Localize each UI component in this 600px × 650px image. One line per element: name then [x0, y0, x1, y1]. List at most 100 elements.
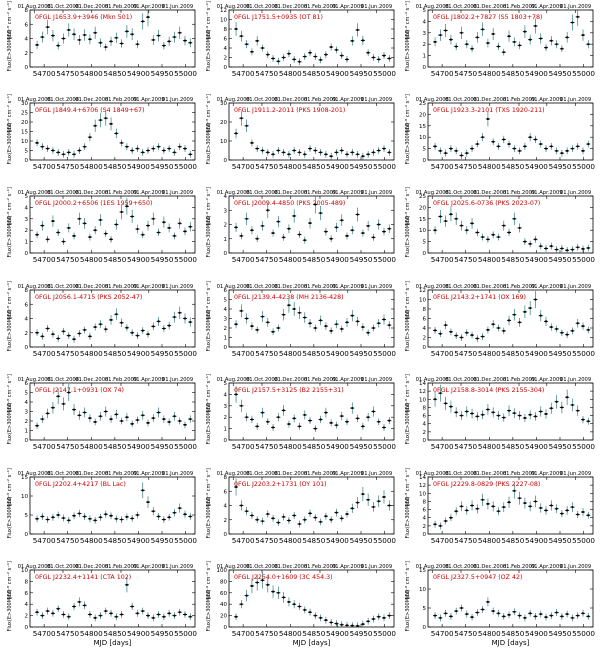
y-tick-label: 4 — [423, 326, 427, 332]
data-point — [162, 149, 165, 152]
data-point — [529, 306, 532, 310]
plot-frame — [228, 382, 395, 441]
data-point — [146, 500, 150, 504]
x-tick-label: 54750 — [255, 255, 278, 264]
top-date-label: 01.Feb.2009 — [304, 471, 336, 477]
top-date-label: 01.Aug.2008 — [18, 377, 51, 383]
data-point — [131, 422, 134, 425]
y-tick-label: 4 — [224, 194, 228, 200]
data-point — [507, 35, 511, 38]
x-tick-label: 54750 — [255, 349, 278, 358]
data-point — [35, 424, 39, 427]
data-point — [502, 615, 505, 618]
top-date-label: 01.Oct.2008 — [246, 190, 278, 196]
x-tick-label: 54700 — [33, 255, 56, 264]
top-date-label: 01.Feb.2009 — [503, 97, 535, 103]
data-point — [550, 407, 553, 410]
x-tick-label: 55000 — [572, 69, 595, 78]
x-tick-label: 54850 — [501, 536, 524, 545]
data-point — [308, 147, 312, 150]
x-tick-label: 54850 — [103, 442, 126, 451]
y-tick-label: 1 — [224, 237, 228, 243]
data-point — [388, 227, 391, 230]
y-tick-label: 5 — [25, 194, 29, 200]
top-date-label: 01.Jun.2009 — [162, 471, 193, 477]
data-point — [576, 322, 579, 325]
top-date-label: 01.Feb.2009 — [105, 471, 137, 477]
data-point — [571, 147, 574, 150]
data-point — [62, 402, 65, 405]
y-tick-label: 6 — [423, 414, 427, 420]
x-tick-label: 54900 — [525, 255, 548, 264]
data-point — [189, 320, 192, 324]
data-point — [460, 606, 463, 610]
y-axis-label: Flux(E>300MeV) — [405, 309, 411, 351]
y-tick-label: 0 — [25, 625, 29, 631]
y-tick-label: 2 — [224, 326, 228, 332]
data-point — [120, 141, 123, 144]
data-point — [178, 222, 181, 225]
data-point — [62, 153, 65, 156]
y-tick-label: 30 — [220, 101, 227, 107]
top-date-label: 01.Aug.2008 — [416, 97, 449, 103]
data-point — [314, 516, 317, 519]
x-tick-label: 54750 — [56, 255, 79, 264]
top-date-label: 01.Apr.2009 — [531, 471, 563, 477]
x-tick-label: 54750 — [56, 536, 79, 545]
data-point — [449, 213, 453, 216]
x-tick-label: 55000 — [572, 536, 595, 545]
top-date-label: 01.Jun.2009 — [361, 471, 392, 477]
data-point — [293, 603, 296, 606]
data-point — [152, 616, 155, 619]
top-date-label: 01.Apr.2009 — [133, 97, 165, 103]
x-tick-label: 54800 — [80, 69, 103, 78]
data-point — [555, 149, 558, 152]
data-point — [481, 413, 484, 416]
data-point — [486, 502, 490, 505]
y-tick-label: 12 — [419, 483, 426, 489]
data-point — [486, 238, 490, 241]
y-tick-label: 2 — [423, 430, 427, 436]
data-point — [544, 320, 548, 323]
data-point — [314, 326, 317, 330]
data-point — [240, 404, 243, 407]
data-point — [513, 147, 516, 150]
data-point — [388, 419, 391, 422]
y-axis-label: Flux(E>300MeV) — [405, 215, 411, 257]
data-point — [277, 591, 280, 594]
data-point — [72, 234, 76, 237]
data-point — [234, 615, 238, 618]
data-point — [433, 40, 437, 44]
data-point — [234, 323, 238, 326]
data-point — [335, 424, 338, 427]
data-point — [544, 509, 548, 512]
data-point — [78, 600, 81, 604]
y-tick-label: 2 — [25, 228, 29, 234]
data-point — [67, 151, 70, 154]
data-point — [576, 614, 579, 617]
data-point — [83, 515, 86, 518]
data-point — [293, 514, 296, 517]
x-tick-label: 54950 — [151, 442, 174, 451]
data-point — [439, 332, 442, 335]
data-point — [120, 419, 123, 423]
top-date-label: 01.Oct.2008 — [445, 97, 477, 103]
data-point — [46, 238, 49, 241]
source-label: 0FGL J2147.1+0931 (OX 74) — [35, 387, 124, 394]
data-point — [356, 320, 359, 323]
data-point — [324, 53, 327, 56]
data-point — [109, 418, 113, 421]
x-tick-label: 54750 — [454, 255, 477, 264]
data-point — [146, 224, 150, 227]
data-point — [245, 510, 248, 513]
data-point — [115, 132, 118, 135]
data-point — [266, 53, 269, 56]
data-point — [131, 605, 134, 608]
data-point — [539, 314, 542, 317]
data-point — [41, 145, 44, 148]
data-point — [94, 31, 97, 34]
top-date-label: 01.Apr.2009 — [133, 377, 165, 383]
data-point — [470, 47, 474, 50]
data-point — [271, 517, 275, 520]
top-date-label: 01.Aug.2008 — [217, 284, 250, 290]
